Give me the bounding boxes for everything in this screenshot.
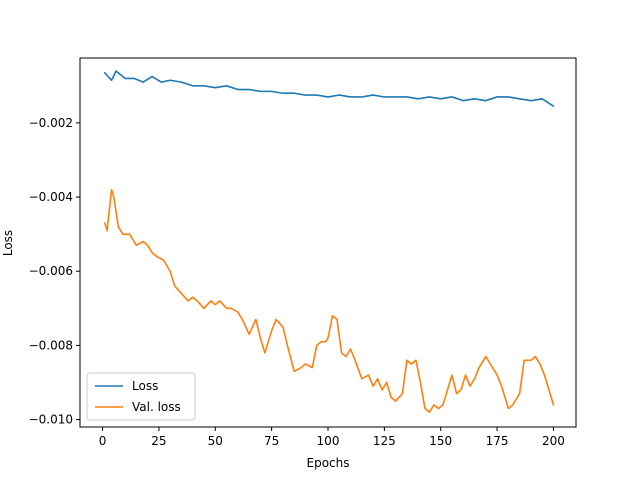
x-axis-label: Epochs	[307, 456, 350, 470]
x-tick-label: 100	[317, 434, 340, 448]
x-tick-label: 50	[208, 434, 223, 448]
x-tick-label: 75	[264, 434, 279, 448]
x-axis-ticks: 0 25 50 75 100 125 150 175 200	[99, 427, 565, 448]
legend-label: Loss	[132, 379, 158, 393]
y-tick-label: −0.002	[29, 116, 73, 130]
y-tick-label: −0.004	[29, 190, 73, 204]
y-tick-label: −0.006	[29, 264, 73, 278]
legend: Loss Val. loss	[86, 372, 196, 421]
x-tick-label: 125	[373, 434, 396, 448]
x-tick-label: 175	[486, 434, 509, 448]
y-axis-label: Loss	[1, 230, 15, 256]
plot-area	[104, 70, 555, 413]
y-axis-ticks: −0.002 −0.004 −0.006 −0.008 −0.010	[29, 116, 80, 427]
series-line-loss	[104, 70, 555, 108]
legend-label: Val. loss	[132, 400, 181, 414]
legend-box	[86, 372, 196, 421]
x-tick-label: 25	[151, 434, 166, 448]
x-tick-label: 150	[429, 434, 452, 448]
x-tick-label: 200	[542, 434, 565, 448]
x-tick-label: 0	[99, 434, 107, 448]
y-tick-label: −0.010	[29, 413, 73, 427]
plot-frame	[79, 57, 577, 428]
y-tick-label: −0.008	[29, 338, 73, 352]
series-line-val-loss	[104, 188, 555, 413]
